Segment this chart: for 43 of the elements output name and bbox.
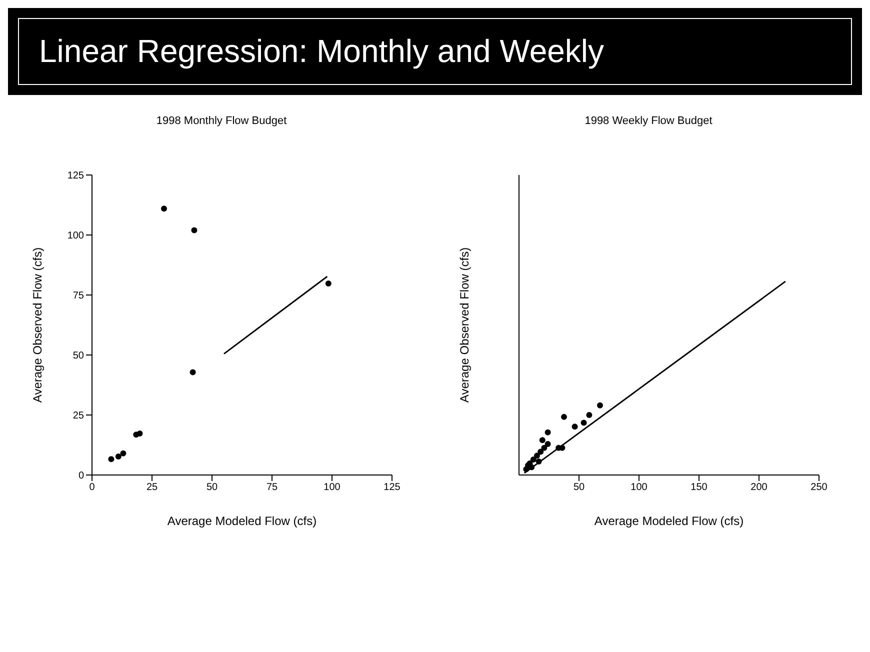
x-tick-label: 50 bbox=[572, 482, 584, 494]
point bbox=[114, 454, 121, 460]
x-tick-label: 125 bbox=[383, 482, 400, 494]
point bbox=[596, 402, 602, 408]
x-axis-title: Average Modeled Flow (cfs) bbox=[594, 514, 744, 528]
x-tick-label: 100 bbox=[630, 482, 648, 494]
point bbox=[586, 412, 592, 418]
x-tick-label: 50 bbox=[206, 482, 218, 494]
point bbox=[571, 424, 578, 430]
x-tick-label: 150 bbox=[690, 482, 708, 494]
y-tick-label: 25 bbox=[72, 410, 84, 422]
point bbox=[534, 452, 540, 459]
point bbox=[560, 414, 566, 420]
point bbox=[160, 206, 166, 212]
point bbox=[537, 448, 544, 455]
chart-title: Linear Regression: Monthly and Weekly bbox=[18, 18, 852, 85]
x-tick-label: 0 bbox=[88, 482, 95, 494]
x-tick-label: 100 bbox=[323, 482, 340, 494]
point bbox=[189, 369, 196, 376]
point bbox=[540, 444, 547, 451]
y-tick-label: 50 bbox=[72, 350, 84, 362]
y-tick-label: 75 bbox=[72, 290, 84, 302]
x-axis-title: Average Modeled Flow (cfs) bbox=[166, 514, 316, 528]
point bbox=[324, 280, 331, 286]
point bbox=[108, 456, 114, 462]
y-axis-title: Average Observed Flow (cfs) bbox=[456, 247, 471, 403]
point bbox=[580, 420, 586, 426]
x-tick-label: 25 bbox=[146, 482, 158, 494]
y-axis-title: Average Observed Flow (cfs) bbox=[30, 247, 44, 403]
point bbox=[538, 437, 545, 444]
point bbox=[544, 429, 550, 436]
y-tick-label: 0 bbox=[78, 470, 84, 482]
y-tick-label: 100 bbox=[66, 230, 84, 242]
y-tick-label: 125 bbox=[66, 170, 84, 182]
point bbox=[544, 441, 550, 448]
point bbox=[530, 456, 536, 463]
chart-title: 1998 Weekly Flow Budget bbox=[584, 115, 714, 129]
point bbox=[190, 227, 197, 234]
chart-subtitle: 1998 Monthly Flow Budget bbox=[155, 115, 288, 129]
x-tick-label: 200 bbox=[750, 482, 768, 494]
point bbox=[120, 450, 126, 456]
x-tick-label: 250 bbox=[810, 482, 828, 494]
x-tick-label: 75 bbox=[266, 482, 278, 494]
